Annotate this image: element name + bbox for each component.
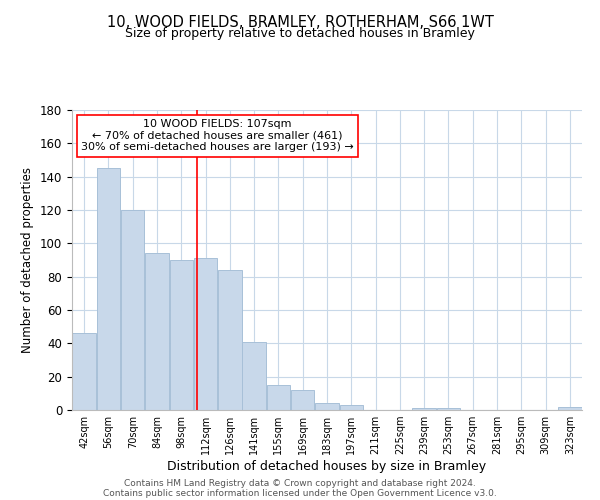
Text: Size of property relative to detached houses in Bramley: Size of property relative to detached ho… bbox=[125, 28, 475, 40]
Text: Contains public sector information licensed under the Open Government Licence v3: Contains public sector information licen… bbox=[103, 488, 497, 498]
Bar bbox=[145, 254, 169, 410]
Text: Contains HM Land Registry data © Crown copyright and database right 2024.: Contains HM Land Registry data © Crown c… bbox=[124, 478, 476, 488]
Bar bbox=[73, 334, 96, 410]
X-axis label: Distribution of detached houses by size in Bramley: Distribution of detached houses by size … bbox=[167, 460, 487, 473]
Bar bbox=[121, 210, 145, 410]
Bar bbox=[412, 408, 436, 410]
Bar bbox=[437, 408, 460, 410]
Bar bbox=[194, 258, 217, 410]
Bar bbox=[170, 260, 193, 410]
Bar bbox=[340, 405, 363, 410]
Bar bbox=[291, 390, 314, 410]
Bar bbox=[558, 406, 581, 410]
Text: 10 WOOD FIELDS: 107sqm
← 70% of detached houses are smaller (461)
30% of semi-de: 10 WOOD FIELDS: 107sqm ← 70% of detached… bbox=[81, 119, 354, 152]
Text: 10, WOOD FIELDS, BRAMLEY, ROTHERHAM, S66 1WT: 10, WOOD FIELDS, BRAMLEY, ROTHERHAM, S66… bbox=[107, 15, 493, 30]
Y-axis label: Number of detached properties: Number of detached properties bbox=[22, 167, 34, 353]
Bar bbox=[242, 342, 266, 410]
Bar bbox=[218, 270, 242, 410]
Bar bbox=[315, 404, 339, 410]
Bar bbox=[267, 385, 290, 410]
Bar bbox=[97, 168, 120, 410]
